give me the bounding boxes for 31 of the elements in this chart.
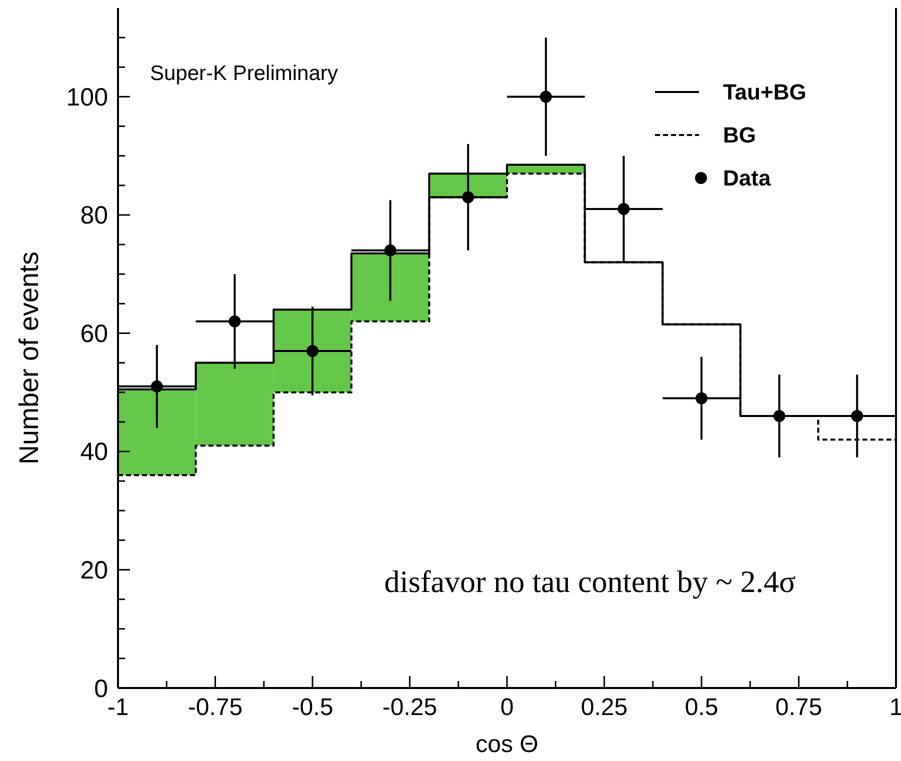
legend-label: Tau+BG <box>723 80 806 105</box>
point <box>228 315 241 328</box>
annotation: Super-K Preliminary <box>150 62 338 85</box>
x-tick-label: -1 <box>107 694 129 721</box>
point <box>150 380 163 392</box>
annotation: disfavor no tau content by ~ 2.4σ <box>384 564 796 599</box>
point <box>851 410 864 422</box>
point <box>540 90 552 103</box>
y-tick-label: 100 <box>66 83 108 112</box>
y-tick-label: 20 <box>80 556 108 584</box>
y-tick-label: 0 <box>94 674 108 703</box>
x-tick-label: 0 <box>500 694 514 721</box>
point <box>696 392 708 404</box>
point <box>384 244 396 256</box>
y-tick-label: 60 <box>80 320 108 348</box>
y-axis-title: Number of events <box>14 251 44 465</box>
x-tick-label: -0.25 <box>382 694 438 721</box>
x-tick-label: 0.5 <box>684 694 718 721</box>
legend-label: BG <box>723 122 756 148</box>
legend-label: Data <box>723 166 772 191</box>
point <box>773 410 786 422</box>
y-tick-label: 40 <box>80 438 108 466</box>
x-tick-label: -0.75 <box>188 694 243 721</box>
point <box>462 191 474 204</box>
point <box>618 203 630 216</box>
y-tick-label: 80 <box>80 202 108 230</box>
x-tick-label: 0.25 <box>580 694 628 721</box>
x-axis-title: cos Θ <box>476 731 538 758</box>
point <box>306 344 318 357</box>
x-tick-label: -0.5 <box>292 694 334 721</box>
x-tick-label: 0.75 <box>775 694 822 721</box>
